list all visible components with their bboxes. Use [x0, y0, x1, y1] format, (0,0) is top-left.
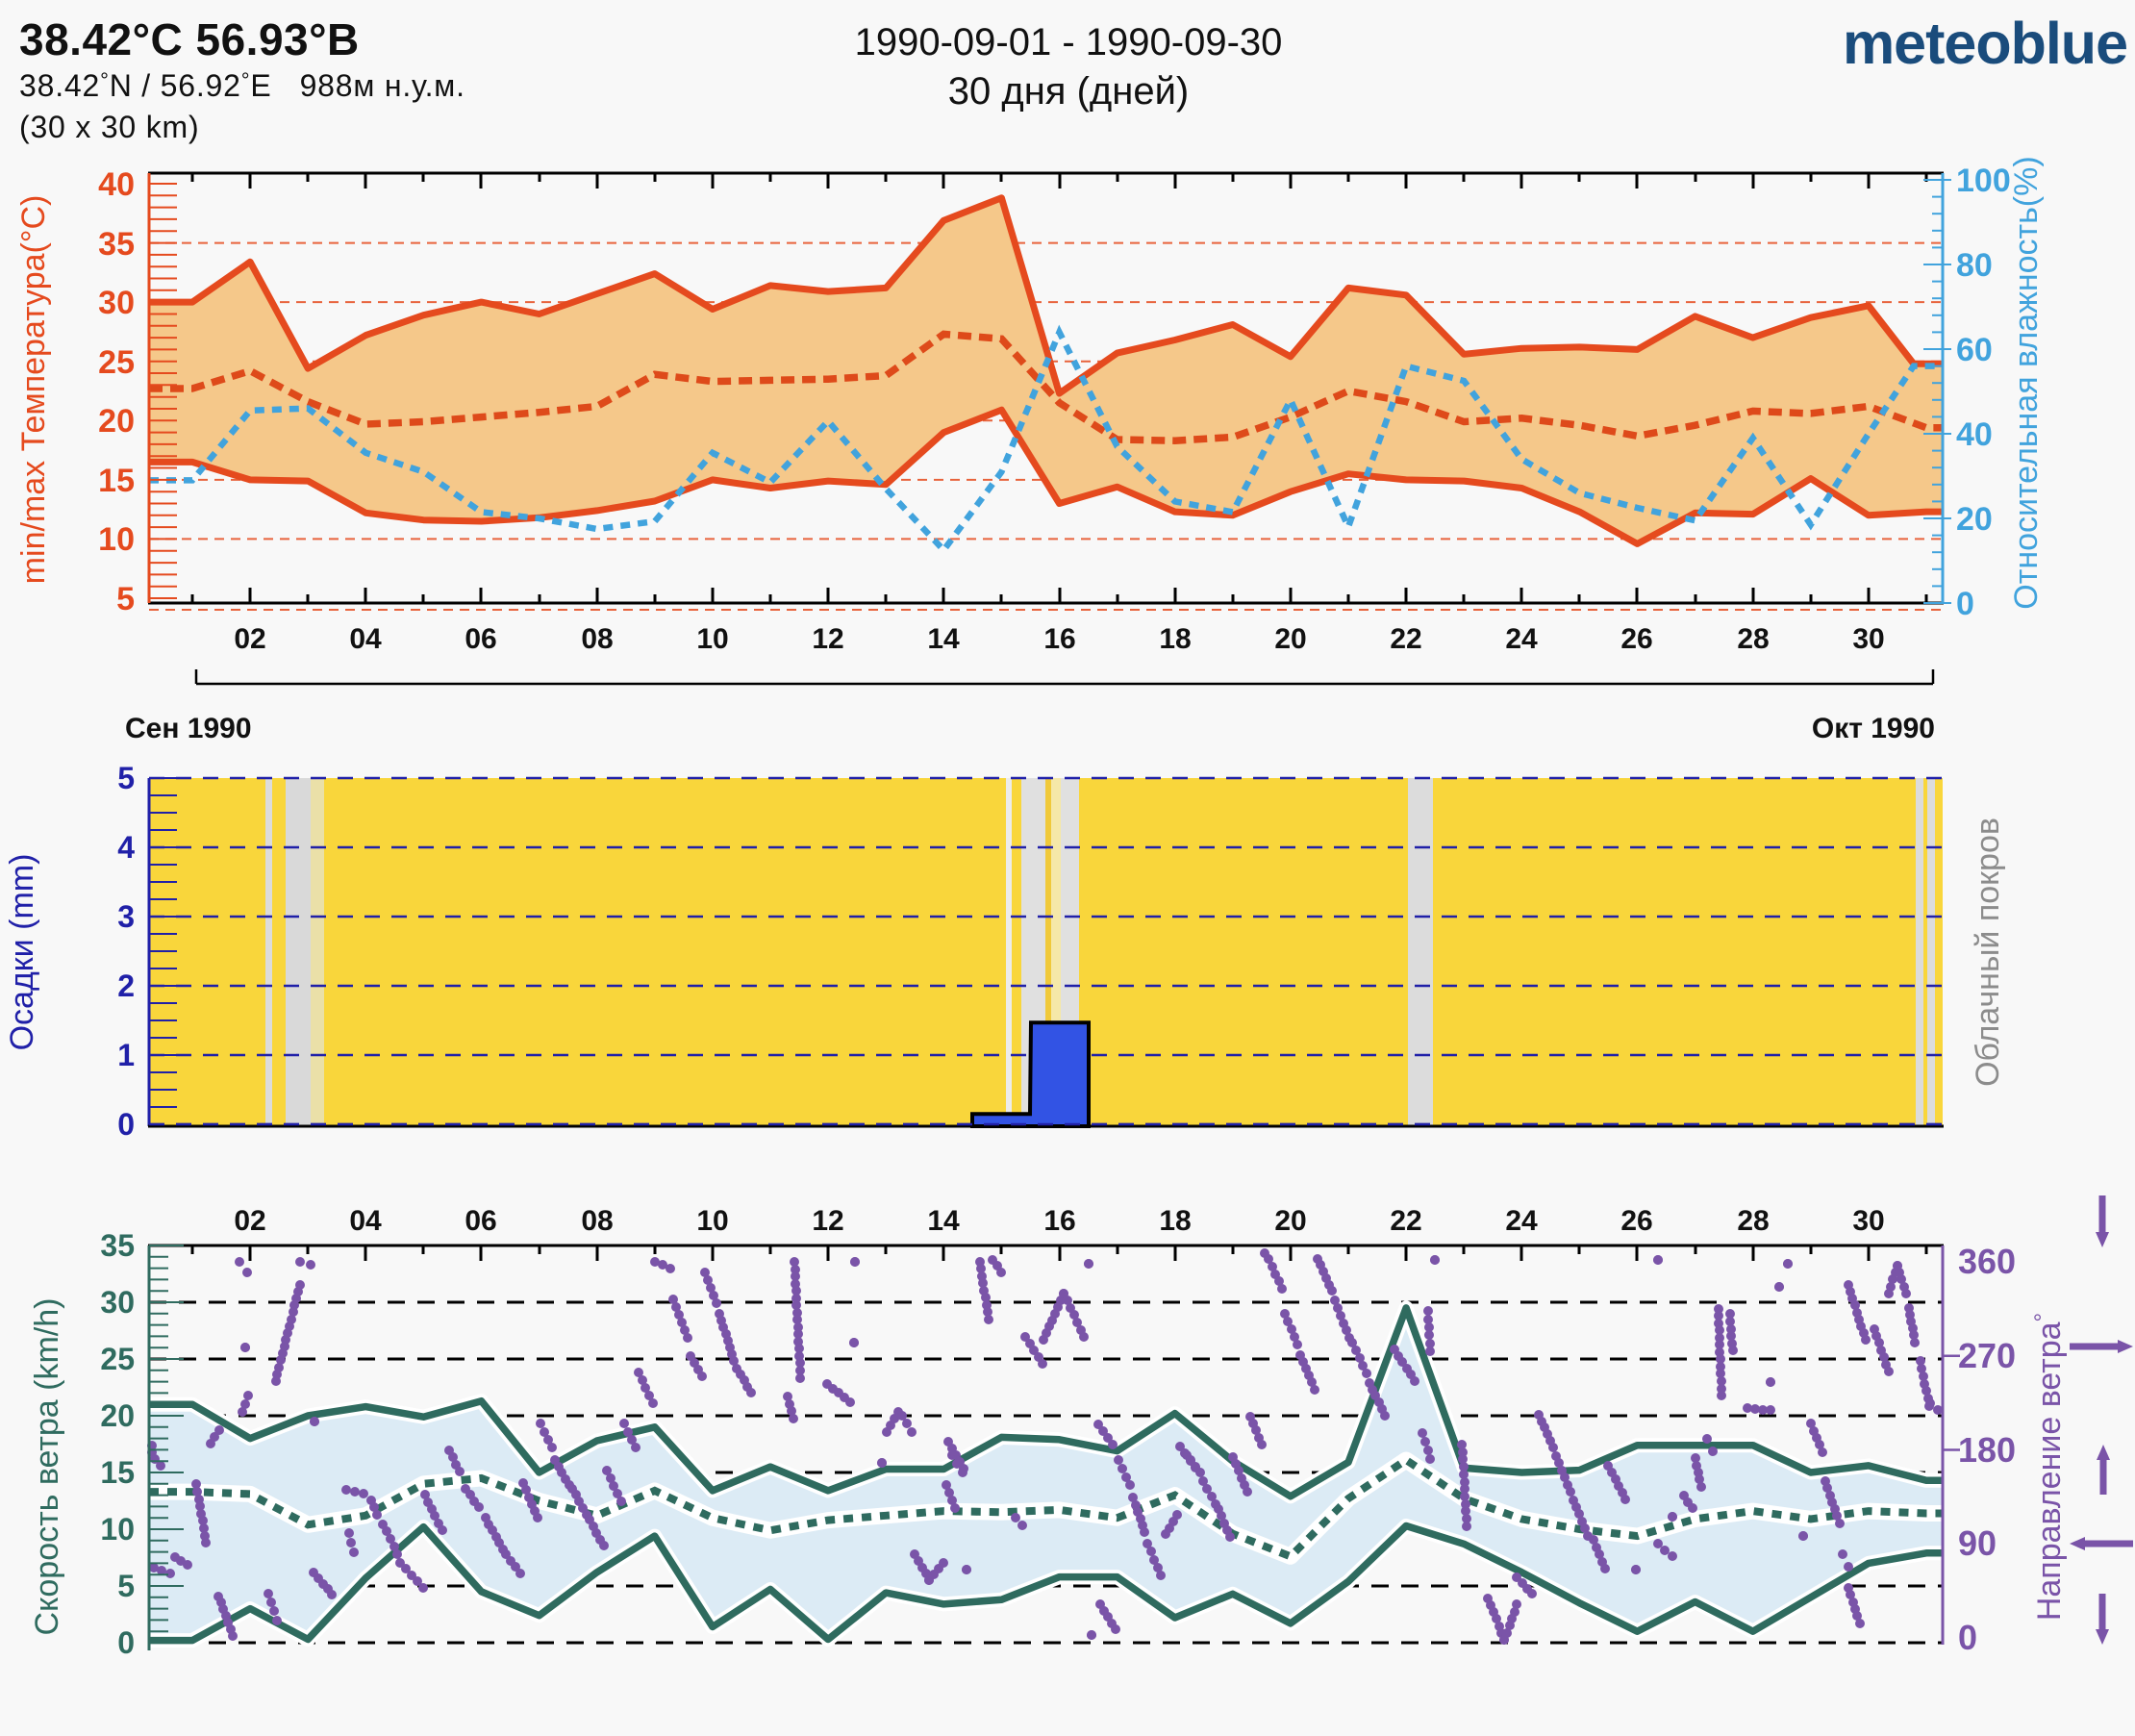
svg-text:28: 28	[1737, 623, 1769, 655]
svg-text:90: 90	[1958, 1523, 1997, 1563]
svg-text:22: 22	[1390, 1205, 1421, 1237]
svg-text:360: 360	[1958, 1242, 2016, 1281]
svg-text:Направление ветра°: Направление ветра°	[2030, 1313, 2068, 1621]
svg-text:06: 06	[465, 623, 496, 655]
svg-text:Облачный покров: Облачный покров	[1970, 818, 2006, 1087]
svg-text:5: 5	[117, 1569, 135, 1603]
svg-text:16: 16	[1043, 623, 1075, 655]
svg-text:meteoblue: meteoblue	[1843, 11, 2127, 76]
svg-text:15: 15	[98, 463, 135, 499]
svg-text:20: 20	[1274, 1205, 1306, 1237]
svg-text:35: 35	[100, 1228, 135, 1263]
svg-text:3: 3	[117, 899, 135, 934]
svg-text:30: 30	[100, 1285, 135, 1320]
svg-text:14: 14	[927, 623, 960, 655]
svg-text:02: 02	[234, 623, 265, 655]
svg-text:30 дня (дней): 30 дня (дней)	[948, 70, 1189, 113]
svg-text:25: 25	[100, 1342, 135, 1376]
svg-text:20: 20	[100, 1398, 135, 1433]
svg-text:20: 20	[1274, 623, 1306, 655]
svg-text:10: 10	[696, 623, 728, 655]
svg-text:40: 40	[98, 166, 135, 203]
svg-text:14: 14	[927, 1205, 960, 1237]
svg-text:30: 30	[1852, 1205, 1884, 1237]
svg-text:28: 28	[1737, 1205, 1769, 1237]
svg-text:15: 15	[100, 1455, 135, 1490]
svg-text:26: 26	[1620, 623, 1652, 655]
svg-text:26: 26	[1620, 1205, 1652, 1237]
svg-text:Осадки (mm): Осадки (mm)	[4, 854, 40, 1051]
svg-text:Сен 1990: Сен 1990	[125, 713, 252, 744]
svg-text:4: 4	[117, 830, 135, 865]
svg-text:10: 10	[696, 1205, 728, 1237]
svg-text:12: 12	[812, 623, 843, 655]
svg-text:12: 12	[812, 1205, 843, 1237]
svg-text:25: 25	[98, 344, 135, 381]
svg-text:35: 35	[98, 226, 135, 263]
svg-text:60: 60	[1956, 332, 1993, 368]
svg-text:(30 x 30 km): (30 x 30 km)	[19, 110, 199, 144]
svg-text:270: 270	[1958, 1336, 2016, 1375]
svg-text:38.42°C 56.93°B: 38.42°C 56.93°B	[19, 14, 360, 64]
svg-text:38.42°N / 56.92°E 988м н.у.м: 38.42°N / 56.92°E 988м н.у.м.	[19, 68, 465, 103]
svg-text:30: 30	[1852, 623, 1884, 655]
svg-text:Скорость ветра (km/h): Скорость ветра (km/h)	[29, 1298, 65, 1636]
svg-text:0: 0	[117, 1625, 135, 1660]
svg-text:20: 20	[1956, 501, 1993, 538]
svg-text:04: 04	[349, 623, 382, 655]
svg-text:0: 0	[1958, 1618, 1977, 1657]
svg-text:30: 30	[98, 285, 135, 321]
svg-text:22: 22	[1390, 623, 1421, 655]
svg-text:24: 24	[1505, 623, 1538, 655]
svg-text:80: 80	[1956, 247, 1993, 284]
svg-text:0: 0	[117, 1107, 135, 1142]
svg-text:04: 04	[349, 1205, 382, 1237]
svg-text:06: 06	[465, 1205, 496, 1237]
svg-text:5: 5	[117, 761, 135, 795]
svg-text:Относительная влажность(%): Относительная влажность(%)	[2008, 156, 2045, 609]
svg-text:min/max Температура(°C): min/max Температура(°C)	[15, 195, 52, 585]
svg-text:180: 180	[1958, 1430, 2016, 1470]
svg-text:02: 02	[234, 1205, 265, 1237]
svg-text:40: 40	[1956, 416, 1993, 453]
svg-text:08: 08	[581, 623, 613, 655]
svg-text:5: 5	[116, 581, 135, 617]
svg-text:18: 18	[1159, 1205, 1191, 1237]
svg-text:Окт 1990: Окт 1990	[1812, 713, 1935, 744]
svg-text:18: 18	[1159, 623, 1191, 655]
svg-text:1: 1	[117, 1038, 135, 1072]
svg-text:08: 08	[581, 1205, 613, 1237]
svg-text:10: 10	[98, 521, 135, 558]
svg-text:20: 20	[98, 403, 135, 440]
svg-text:16: 16	[1043, 1205, 1075, 1237]
svg-text:24: 24	[1505, 1205, 1538, 1237]
svg-text:0: 0	[1956, 586, 1974, 622]
svg-text:10: 10	[100, 1512, 135, 1547]
svg-text:2: 2	[117, 969, 135, 1003]
svg-text:1990-09-01 - 1990-09-30: 1990-09-01 - 1990-09-30	[855, 21, 1283, 63]
svg-text:100: 100	[1956, 163, 2011, 199]
